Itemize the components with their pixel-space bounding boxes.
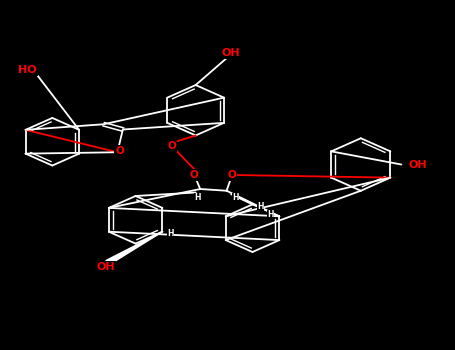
- Text: H: H: [258, 202, 264, 211]
- Text: OH: OH: [96, 262, 115, 272]
- Polygon shape: [106, 232, 162, 265]
- Text: H: H: [195, 193, 201, 202]
- Text: H: H: [267, 210, 273, 219]
- Text: O: O: [228, 170, 237, 180]
- Text: O: O: [167, 141, 177, 151]
- Text: O: O: [190, 170, 199, 180]
- Text: HO: HO: [18, 65, 36, 75]
- Text: OH: OH: [408, 160, 427, 169]
- Text: H: H: [233, 193, 239, 202]
- Text: OH: OH: [222, 48, 240, 58]
- Text: H: H: [167, 229, 174, 238]
- Text: O: O: [115, 146, 124, 155]
